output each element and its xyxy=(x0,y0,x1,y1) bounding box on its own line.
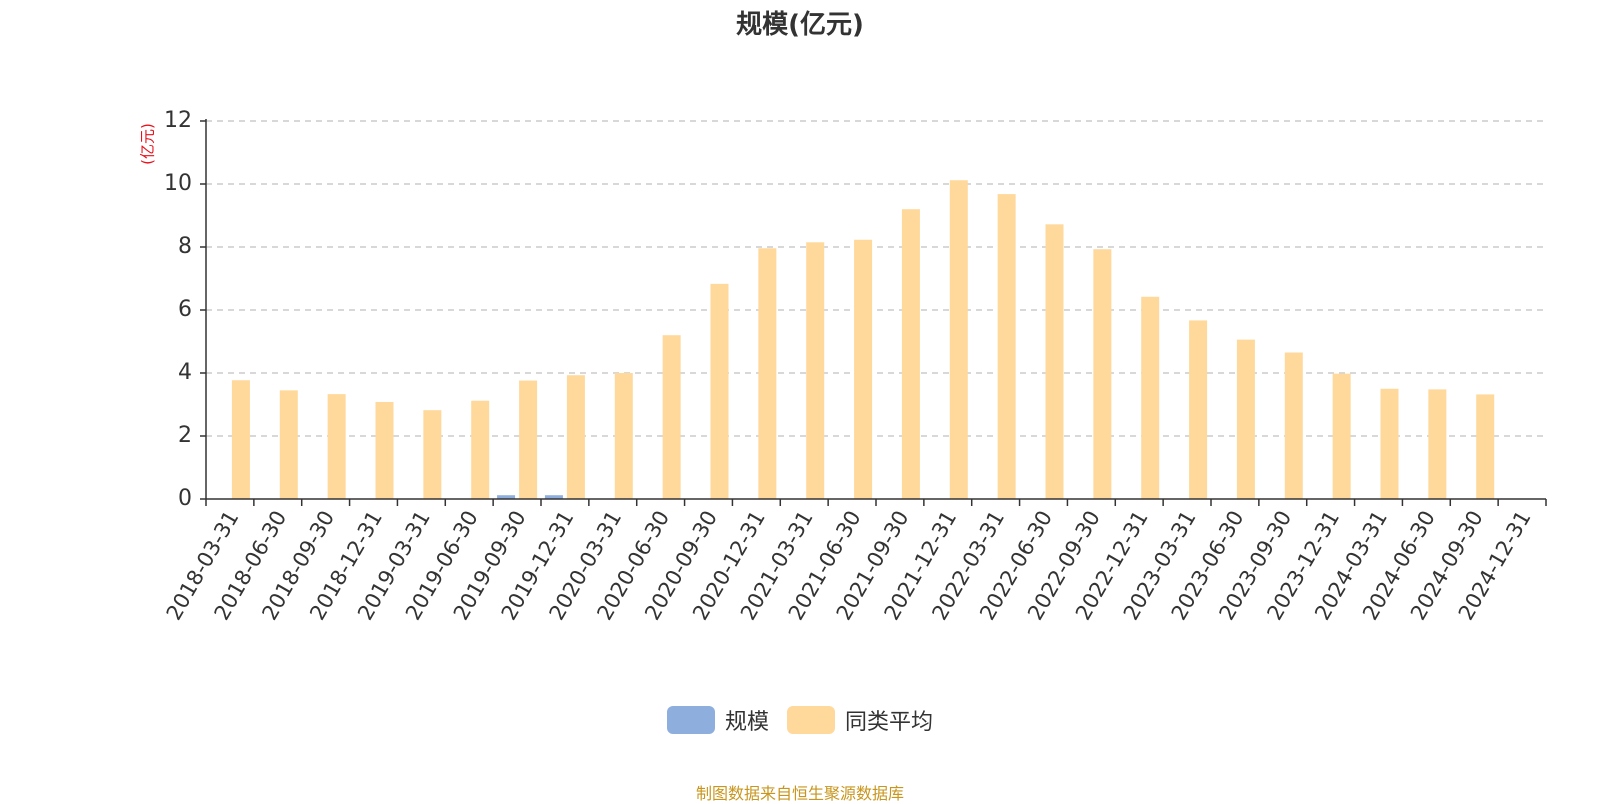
y-tick-label: 10 xyxy=(164,171,192,196)
bar-peer-average[interactable] xyxy=(1332,373,1351,499)
legend-swatch-scale xyxy=(666,706,715,734)
bar-peer-average[interactable] xyxy=(997,194,1016,499)
y-tick-label: 4 xyxy=(178,360,192,385)
legend: 规模 同类平均 xyxy=(0,704,1600,736)
bar-peer-average[interactable] xyxy=(854,239,873,499)
y-tick-labels: 0 2 4 6 8 10 12 xyxy=(164,108,192,511)
legend-swatch-peer-average xyxy=(787,706,835,734)
y-tick-label: 8 xyxy=(178,234,192,259)
bar-chart: 0 2 4 6 8 10 12 2018-03-312018-06-302018-09-30… xyxy=(139,108,1547,624)
x-tick-labels: 2018-03-312018-06-302018-09-302018-12-31… xyxy=(162,506,1536,624)
legend-label-scale: 规模 xyxy=(724,710,769,735)
bar-peer-average[interactable] xyxy=(901,209,920,499)
data-source-note: 制图数据来自恒生聚源数据库 xyxy=(695,784,904,803)
y-axis-label: (亿元) xyxy=(139,123,157,165)
bar-peer-average[interactable] xyxy=(949,180,968,499)
bar-peer-average[interactable] xyxy=(1476,394,1495,499)
bar-peer-average[interactable] xyxy=(327,394,346,499)
bar-peer-average[interactable] xyxy=(1428,389,1447,499)
bar-peer-average[interactable] xyxy=(1045,224,1064,499)
legend-label-peer-average: 同类平均 xyxy=(845,710,934,735)
bar-scale[interactable] xyxy=(497,495,516,499)
bar-peer-average[interactable] xyxy=(758,248,777,499)
bar-peer-average[interactable] xyxy=(423,410,442,499)
bar-peer-average[interactable] xyxy=(1236,339,1255,499)
bar-peer-average[interactable] xyxy=(1093,249,1112,499)
bar-peer-average[interactable] xyxy=(375,401,394,499)
bar-peer-average[interactable] xyxy=(1284,352,1303,499)
bar-peer-average[interactable] xyxy=(471,400,490,499)
y-tick-label: 12 xyxy=(164,108,192,133)
bar-peer-average[interactable] xyxy=(1380,388,1399,499)
bar-peer-average[interactable] xyxy=(279,390,298,499)
bar-peer-average[interactable] xyxy=(519,380,538,499)
bar-scale[interactable] xyxy=(544,495,563,499)
bar-peer-average[interactable] xyxy=(806,242,825,499)
bar-peer-average[interactable] xyxy=(710,283,729,499)
bar-peer-average[interactable] xyxy=(614,373,633,499)
bar-peer-average[interactable] xyxy=(231,380,250,499)
bars xyxy=(231,180,1495,499)
y-tick-label: 6 xyxy=(178,297,192,322)
y-tick-label: 0 xyxy=(178,486,192,511)
legend-item-peer-average[interactable]: 同类平均 xyxy=(787,704,933,736)
y-tick-label: 2 xyxy=(178,423,192,448)
bar-peer-average[interactable] xyxy=(662,335,681,499)
legend-item-scale[interactable]: 规模 xyxy=(666,704,769,736)
axes xyxy=(200,119,1547,506)
bar-peer-average[interactable] xyxy=(566,375,585,499)
chart-title: 规模(亿元) xyxy=(736,10,864,40)
bar-peer-average[interactable] xyxy=(1141,296,1160,499)
bar-peer-average[interactable] xyxy=(1189,320,1208,499)
